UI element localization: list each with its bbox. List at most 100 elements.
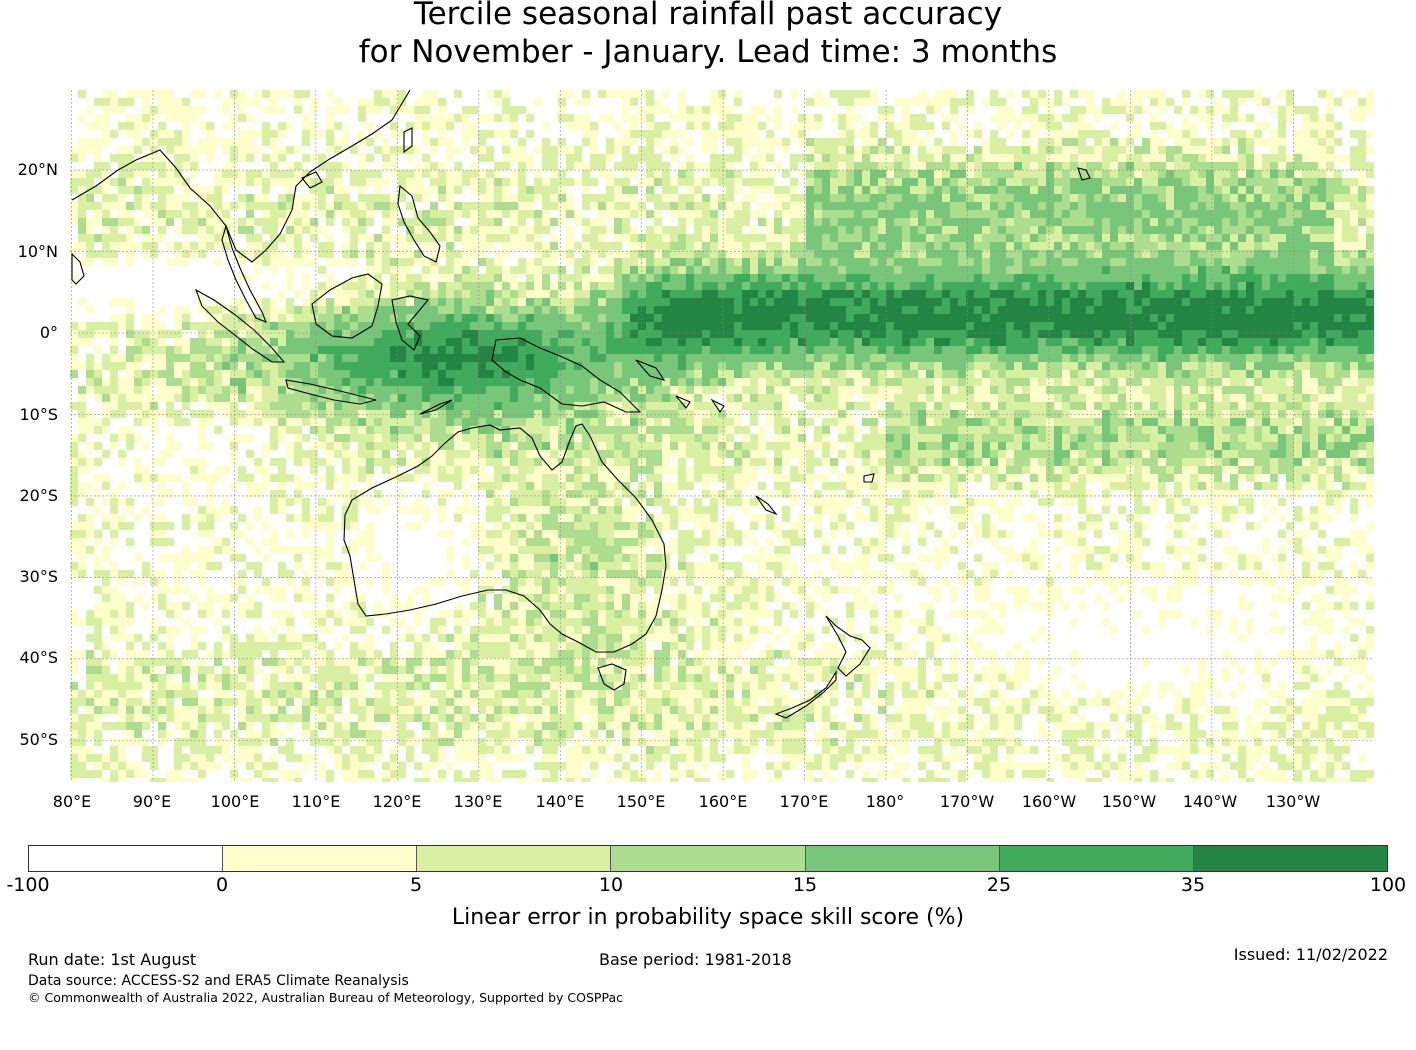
skill-cell [150,146,158,154]
skill-cell [918,186,926,194]
skill-cell [1294,130,1302,138]
skill-cell [1134,122,1142,130]
skill-cell [358,298,366,306]
skill-cell [894,338,902,346]
skill-cell [1054,114,1062,122]
skill-cell [1006,338,1014,346]
skill-cell [246,322,254,330]
skill-cell [766,314,774,322]
skill-cell [126,90,134,98]
skill-cell [126,298,134,306]
skill-cell [1070,114,1078,122]
skill-cell [566,202,574,210]
skill-cell [1214,362,1222,370]
skill-cell [1094,354,1102,362]
skill-cell [950,282,958,290]
skill-cell [862,90,870,98]
skill-cell [878,322,886,330]
skill-cell [1198,90,1206,98]
skill-cell [670,146,678,154]
skill-cell [886,154,894,162]
skill-cell [966,258,974,266]
skill-cell [1174,290,1182,298]
skill-cell [1030,90,1038,98]
skill-cell [870,330,878,338]
skill-cell [718,346,726,354]
skill-cell [1030,170,1038,178]
skill-cell [958,314,966,322]
skill-cell [822,370,830,378]
skill-cell [1046,274,1054,282]
skill-cell [478,154,486,162]
skill-cell [558,202,566,210]
skill-cell [358,170,366,178]
skill-cell [870,138,878,146]
skill-cell [1334,346,1342,354]
skill-cell [678,234,686,242]
skill-cell [1214,354,1222,362]
skill-cell [158,170,166,178]
skill-cell [470,226,478,234]
skill-cell [270,138,278,146]
skill-cell [998,162,1006,170]
skill-cell [926,242,934,250]
skill-cell [294,210,302,218]
skill-cell [1286,266,1294,274]
skill-cell [214,202,222,210]
skill-cell [446,282,454,290]
skill-cell [886,210,894,218]
skill-cell [406,234,414,242]
skill-cell [110,178,118,186]
skill-cell [726,338,734,346]
skill-cell [318,162,326,170]
skill-cell [526,370,534,378]
skill-cell [1262,346,1270,354]
skill-cell [126,202,134,210]
skill-cell [1014,306,1022,314]
skill-cell [374,378,382,386]
skill-cell [998,186,1006,194]
skill-cell [918,354,926,362]
skill-cell [798,274,806,282]
skill-cell [126,346,134,354]
skill-cell [1158,314,1166,322]
skill-cell [830,114,838,122]
skill-cell [950,162,958,170]
skill-cell [878,162,886,170]
skill-cell [742,370,750,378]
skill-cell [1206,290,1214,298]
skill-cell [1294,202,1302,210]
skill-cell [790,178,798,186]
skill-cell [990,162,998,170]
skill-cell [782,202,790,210]
skill-cell [350,242,358,250]
skill-cell [1310,250,1318,258]
skill-cell [478,138,486,146]
skill-cell [398,330,406,338]
skill-cell [1078,346,1086,354]
skill-cell [318,314,326,322]
skill-cell [958,162,966,170]
skill-cell [694,290,702,298]
skill-cell [454,370,462,378]
skill-cell [390,266,398,274]
skill-cell [1302,250,1310,258]
skill-cell [870,258,878,266]
skill-cell [414,194,422,202]
skill-cell [758,154,766,162]
skill-cell [582,346,590,354]
skill-cell [646,370,654,378]
skill-cell [134,354,142,362]
skill-cell [630,378,638,386]
skill-cell [470,370,478,378]
skill-cell [270,362,278,370]
skill-cell [1014,282,1022,290]
skill-cell [430,138,438,146]
skill-cell [766,178,774,186]
skill-cell [102,250,110,258]
skill-cell [758,162,766,170]
skill-cell [1326,242,1334,250]
skill-cell [86,202,94,210]
skill-cell [958,354,966,362]
skill-cell [854,362,862,370]
